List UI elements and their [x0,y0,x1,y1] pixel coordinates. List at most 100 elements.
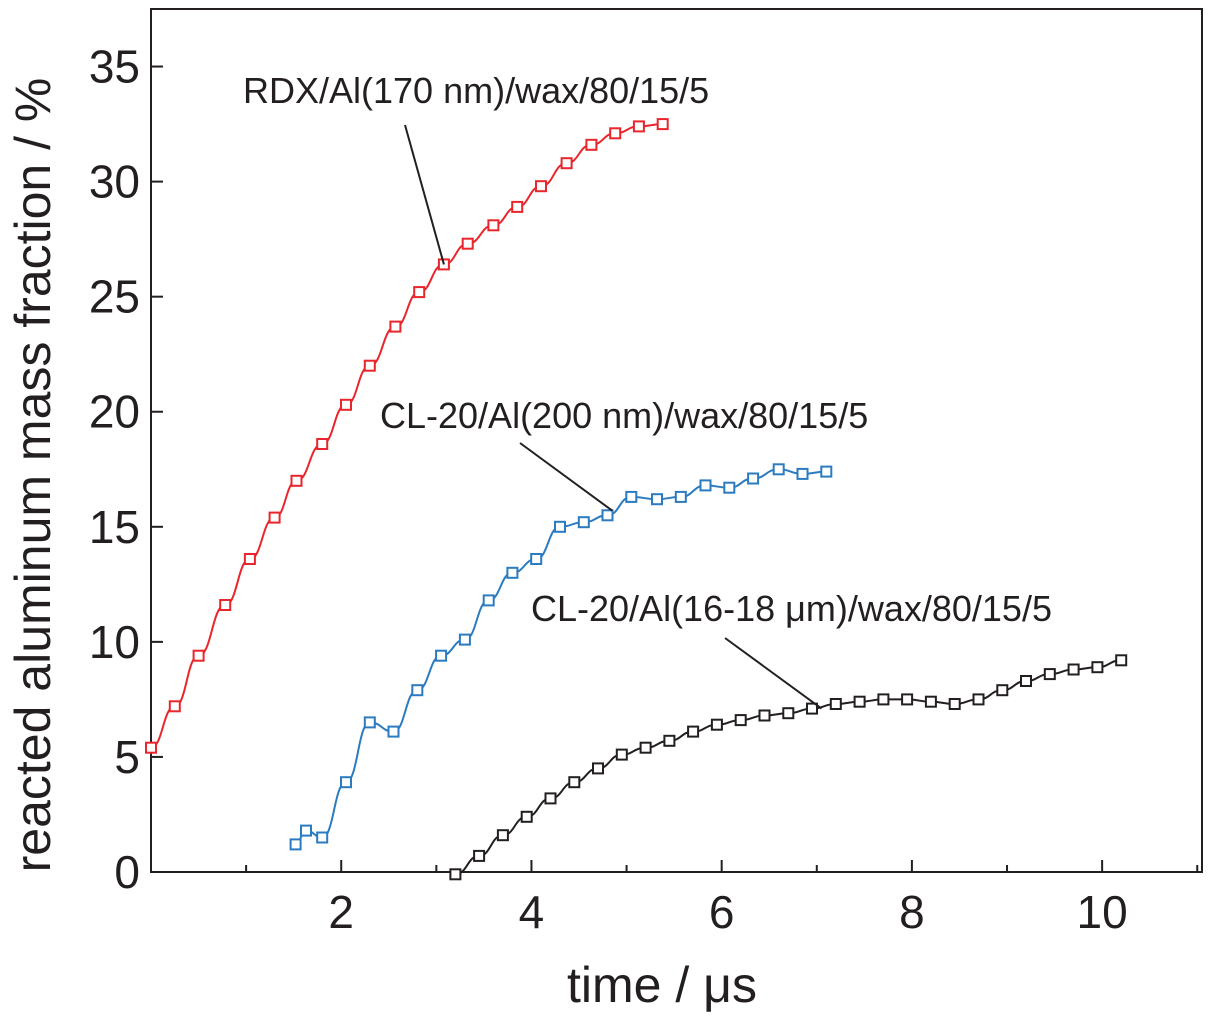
data-point [747,472,760,485]
data-point [168,700,181,713]
data-point [363,359,376,372]
data-point [1067,663,1080,676]
data-point [530,553,543,565]
data-point [820,465,833,478]
data-point [544,792,557,805]
data-point [651,493,663,506]
data-point [687,725,700,738]
data-point [632,120,645,133]
data-point [363,716,376,729]
data-point [674,490,687,503]
data-point [609,127,622,140]
x-tick-label: 10 [1077,886,1128,938]
data-point [615,748,628,761]
annotation-leader-line [404,124,445,265]
data-point [972,693,985,706]
data-point [316,438,329,450]
annotation-leader-line [724,637,823,710]
data-point [520,810,533,823]
data-point [996,684,1009,697]
data-point [473,849,486,862]
data-point [734,714,747,727]
x-tick-label: 6 [709,886,735,938]
data-point [413,286,426,299]
data-point [663,734,676,747]
annotation-leader-line [519,442,613,512]
data-point [554,520,566,533]
y-tick-label: 15 [89,501,140,553]
axis-ticks [151,65,1199,873]
data-point [592,762,604,775]
data-point [340,776,352,789]
data-point [877,693,890,706]
data-point [411,684,424,697]
y-tick-label: 30 [89,156,140,208]
data-point [723,481,736,494]
data-point [458,633,471,646]
data-point [853,695,866,708]
annotation-cl20-200nm-label: CL-20/Al(200 nm)/wax/80/15/5 [380,395,868,436]
data-point [901,693,914,706]
data-point [601,509,614,522]
data-point [782,707,795,720]
data-point [758,709,771,722]
data-point [192,649,205,662]
x-tick-label: 2 [328,886,354,938]
data-point [772,463,785,476]
data-point [316,831,329,844]
data-point [577,516,590,529]
x-axis-title: time / μs [567,957,757,1013]
x-tick-label: 8 [899,886,925,938]
data-point [560,157,573,170]
data-point [829,698,842,710]
annotation-rdx-label: RDX/Al(170 nm)/wax/80/15/5 [243,70,709,111]
data-point [268,511,281,524]
data-point [796,467,809,480]
data-point [1043,668,1056,681]
data-point [710,718,723,731]
data-point [300,824,312,837]
y-tick-label: 10 [89,616,140,668]
y-tick-label: 5 [114,731,140,783]
data-point [289,838,302,851]
data-point [496,829,509,842]
data-point [219,599,232,611]
data-point [1115,654,1128,667]
y-tick-label: 35 [89,41,140,93]
data-point [435,649,448,662]
data-point [625,490,638,503]
data-point [487,219,500,232]
data-point [290,474,303,487]
data-point [387,725,400,738]
data-point [568,776,581,789]
data-point [639,741,652,754]
data-point [389,320,402,333]
data-point [806,702,818,715]
axis-tick-labels: 2 4 6 8 10 0 5 10 15 20 25 30 35 [89,41,1128,938]
series-0 [145,118,669,754]
series-1 [289,463,833,851]
data-point [243,553,256,565]
series-line [455,659,1122,876]
annotation-cl20-micron-label: CL-20/Al(16-18 μm)/wax/80/15/5 [531,588,1052,629]
data-point [585,138,598,151]
data-point [1020,675,1032,687]
data-point [449,868,462,881]
data-point [340,398,352,411]
data-point [506,566,519,579]
data-point [535,180,547,193]
data-point [145,741,157,754]
series-2 [449,654,1128,881]
data-point [948,698,961,710]
plot-frame [150,8,1203,873]
data-point [482,594,495,607]
data-point [461,237,474,250]
annotation-leaders [404,124,823,710]
y-tick-label: 20 [89,386,140,438]
data-point [1091,661,1104,674]
data-point [511,200,524,213]
y-tick-label: 0 [114,846,140,898]
x-tick-label: 4 [519,886,545,938]
series-layer [145,118,1128,881]
